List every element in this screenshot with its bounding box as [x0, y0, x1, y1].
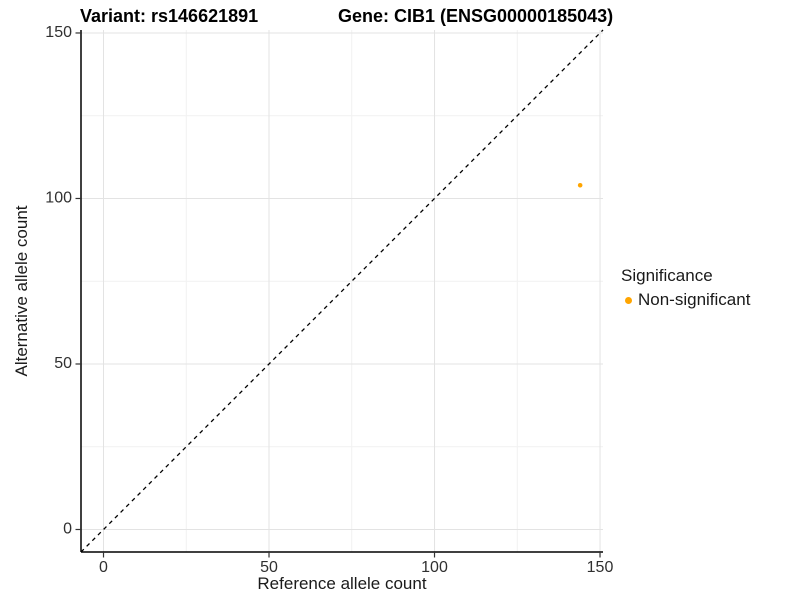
x-tick-label: 50	[260, 559, 278, 576]
legend-item: Non-significant	[621, 290, 750, 310]
y-tick-label: 150	[45, 24, 72, 41]
legend-point-icon	[625, 296, 632, 304]
x-tick-label: 150	[587, 559, 614, 576]
x-axis-title: Reference allele count	[257, 574, 427, 593]
legend-item-label: Non-significant	[638, 290, 751, 309]
x-tick-label: 100	[421, 559, 448, 576]
legend-title: Significance	[621, 266, 713, 285]
y-tick-label: 50	[54, 355, 72, 372]
legend: Significance Non-significant	[621, 266, 750, 310]
x-tick-label: 0	[99, 559, 108, 576]
plot-title-gene: Gene: CIB1 (ENSG00000185043)	[338, 6, 614, 26]
data-point	[577, 182, 583, 188]
plot-title-variant: Variant: rs146621891	[80, 6, 259, 26]
y-tick-label: 100	[45, 190, 72, 207]
legend-items: Non-significant	[621, 290, 750, 310]
identity-line	[80, 29, 604, 553]
y-tick-label: 0	[63, 521, 72, 538]
y-axis-title: Alternative allele count	[12, 205, 31, 377]
